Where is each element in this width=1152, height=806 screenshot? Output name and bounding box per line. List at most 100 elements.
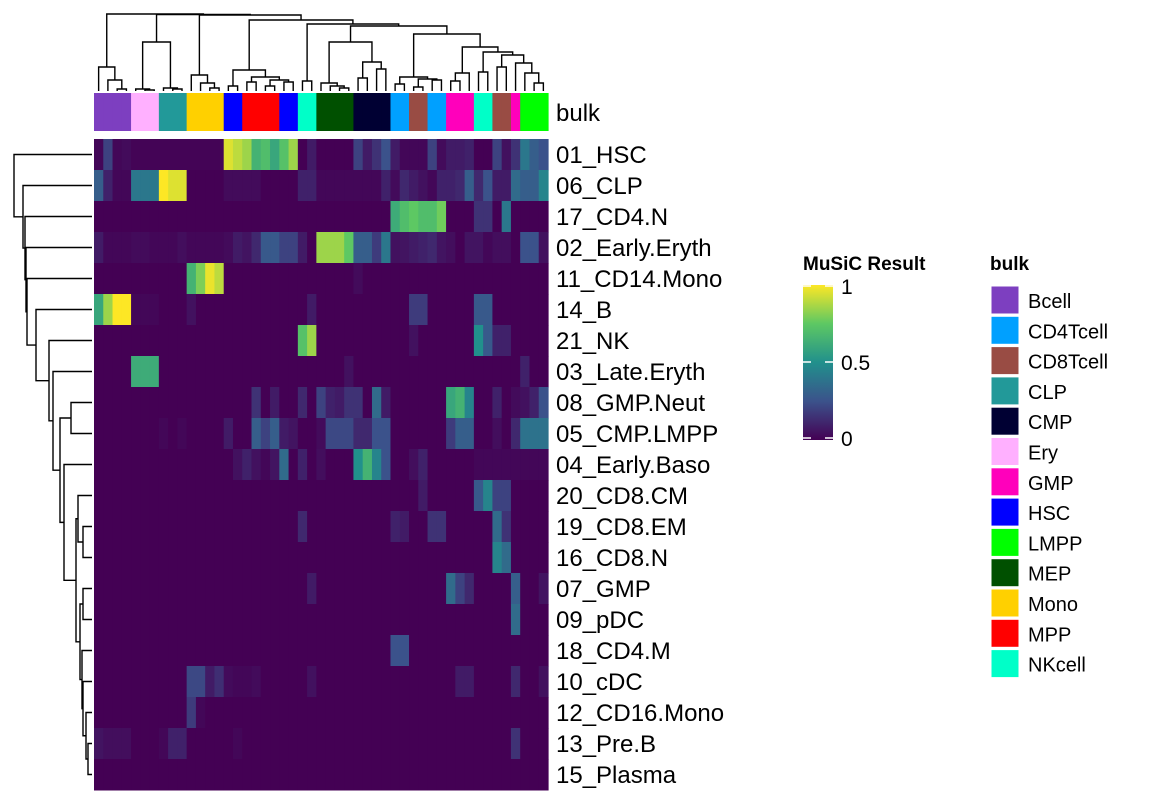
heatmap-cell bbox=[232, 728, 243, 760]
heatmap-cell bbox=[140, 697, 151, 729]
heatmap-cell bbox=[418, 697, 429, 729]
heatmap-cell bbox=[168, 759, 178, 791]
heatmap-cell bbox=[94, 542, 104, 574]
heatmap-cell bbox=[297, 449, 308, 481]
heatmap-cell bbox=[223, 697, 234, 729]
heatmap-cell bbox=[140, 201, 151, 233]
heatmap-cell bbox=[344, 449, 355, 481]
heatmap-cell bbox=[483, 418, 494, 450]
heatmap-cell bbox=[288, 387, 299, 419]
heatmap-cell bbox=[529, 666, 540, 698]
heatmap-cell bbox=[446, 263, 456, 295]
heatmap-cell bbox=[177, 728, 188, 760]
heatmap-cell bbox=[270, 573, 280, 605]
heatmap-cell bbox=[242, 542, 253, 574]
heatmap-cell bbox=[316, 263, 327, 295]
heatmap-cell bbox=[214, 666, 225, 698]
heatmap-cell bbox=[316, 697, 327, 729]
heatmap-cell bbox=[353, 511, 364, 543]
heatmap-cell bbox=[168, 480, 178, 512]
annotation-cell bbox=[409, 93, 419, 131]
heatmap-cell bbox=[344, 139, 355, 171]
heatmap-cell bbox=[242, 511, 253, 543]
heatmap-cell bbox=[353, 542, 364, 574]
heatmap-cell bbox=[510, 201, 521, 233]
heatmap-cell bbox=[131, 573, 141, 605]
annotation-cell bbox=[334, 93, 345, 131]
heatmap-cell bbox=[362, 728, 373, 760]
heatmap-cell bbox=[214, 232, 225, 264]
heatmap-cell bbox=[131, 418, 141, 450]
heatmap-cell bbox=[131, 325, 141, 357]
heatmap-cell bbox=[529, 511, 540, 543]
heatmap-cell bbox=[279, 139, 290, 171]
heatmap-cell bbox=[205, 666, 216, 698]
heatmap-cell bbox=[492, 511, 503, 543]
heatmap-cell bbox=[334, 542, 345, 574]
heatmap-cell bbox=[158, 294, 169, 326]
heatmap-cell bbox=[260, 573, 271, 605]
heatmap-cell bbox=[344, 294, 355, 326]
heatmap-cell bbox=[455, 697, 466, 729]
row-dendrogram bbox=[13, 153, 92, 776]
heatmap-cell bbox=[529, 573, 540, 605]
heatmap-cell bbox=[344, 759, 355, 791]
heatmap-cell bbox=[195, 511, 206, 543]
heatmap-cell bbox=[158, 604, 169, 636]
heatmap-cell bbox=[232, 232, 243, 264]
heatmap-cell bbox=[112, 232, 123, 264]
heatmap-cell bbox=[251, 480, 262, 512]
heatmap-cell bbox=[251, 170, 262, 202]
heatmap-cell bbox=[446, 728, 456, 760]
heatmap-cell bbox=[399, 356, 410, 388]
heatmap-cell bbox=[353, 480, 364, 512]
heatmap-cell bbox=[455, 356, 466, 388]
heatmap-cell bbox=[529, 480, 540, 512]
heatmap-cell bbox=[427, 697, 438, 729]
heatmap-cell bbox=[446, 232, 456, 264]
heatmap-cell bbox=[205, 201, 216, 233]
heatmap-cell bbox=[418, 604, 429, 636]
heatmap-cell bbox=[344, 480, 355, 512]
heatmap-cell bbox=[270, 201, 280, 233]
heatmap-cell bbox=[251, 232, 262, 264]
heatmap-cell bbox=[186, 542, 197, 574]
heatmap-cell bbox=[186, 418, 197, 450]
heatmap-cell bbox=[94, 263, 104, 295]
heatmap-cell bbox=[362, 263, 373, 295]
heatmap-cell bbox=[464, 449, 475, 481]
heatmap-cell bbox=[510, 542, 521, 574]
heatmap-cell bbox=[242, 635, 253, 667]
heatmap-cell bbox=[279, 511, 290, 543]
heatmap-cell bbox=[390, 542, 401, 574]
heatmap-cell bbox=[529, 387, 540, 419]
heatmap-cell bbox=[297, 356, 308, 388]
heatmap-cell bbox=[418, 232, 429, 264]
heatmap-cell bbox=[195, 728, 206, 760]
heatmap-cell bbox=[501, 542, 512, 574]
heatmap-cell bbox=[168, 635, 178, 667]
heatmap-cell bbox=[223, 604, 234, 636]
heatmap-cell bbox=[325, 604, 336, 636]
heatmap-cell bbox=[473, 232, 484, 264]
heatmap-cell bbox=[279, 728, 290, 760]
heatmap-cell bbox=[158, 666, 169, 698]
heatmap-cell bbox=[112, 759, 123, 791]
heatmap-cell bbox=[436, 232, 447, 264]
heatmap-cell bbox=[510, 511, 521, 543]
heatmap-cell bbox=[232, 666, 243, 698]
annotation-cell bbox=[529, 93, 540, 131]
annotation-cell bbox=[344, 93, 355, 131]
heatmap-cell bbox=[279, 418, 290, 450]
heatmap-cell bbox=[223, 294, 234, 326]
heatmap-cell bbox=[279, 325, 290, 357]
heatmap-cell bbox=[446, 418, 456, 450]
heatmap-cell bbox=[103, 604, 114, 636]
heatmap-cell bbox=[510, 356, 521, 388]
annotation-cell bbox=[232, 93, 243, 131]
heatmap-cell bbox=[103, 356, 114, 388]
heatmap-cell bbox=[260, 604, 271, 636]
heatmap-cell bbox=[316, 139, 327, 171]
heatmap-cell bbox=[232, 170, 243, 202]
bulk-legend-label: MPP bbox=[1028, 624, 1071, 646]
